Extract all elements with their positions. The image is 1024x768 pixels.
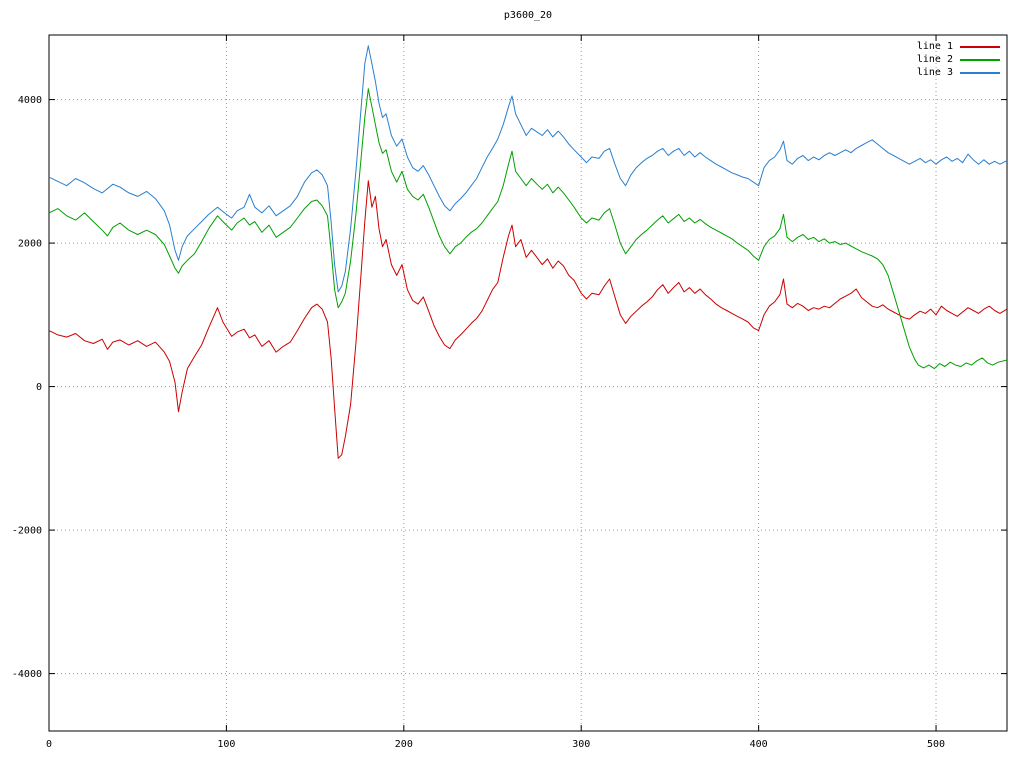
x-tick-label: 500 <box>927 739 945 750</box>
y-tick-label: 0 <box>36 382 42 393</box>
x-tick-label: 400 <box>750 739 768 750</box>
legend-label: line 2 <box>916 54 953 65</box>
legend-line-sample <box>960 45 1000 48</box>
series-line-1 <box>48 180 1008 459</box>
legend-line-sample <box>960 71 1000 74</box>
x-tick-label: 300 <box>572 739 590 750</box>
legend-label: line 1 <box>916 41 953 52</box>
plot-border <box>48 34 1008 732</box>
x-tick-label: 200 <box>395 739 413 750</box>
legend-item: line 3 <box>917 66 1000 79</box>
legend: line 1 line 2 line 3 <box>917 40 1000 79</box>
x-tick-label: 0 <box>46 739 52 750</box>
legend-item: line 1 <box>917 40 1000 53</box>
chart-title: p3600_20 <box>503 10 553 21</box>
series-line-3 <box>48 45 1008 293</box>
legend-line-sample <box>960 58 1000 61</box>
y-tick-label: -4000 <box>12 669 42 680</box>
legend-label: line 3 <box>916 67 953 78</box>
y-tick-label: 4000 <box>18 95 42 106</box>
y-tick-label: 2000 <box>18 239 42 250</box>
series-line-2 <box>48 88 1008 370</box>
y-tick-label: -2000 <box>12 526 42 537</box>
legend-item: line 2 <box>917 53 1000 66</box>
x-tick-label: 100 <box>217 739 235 750</box>
